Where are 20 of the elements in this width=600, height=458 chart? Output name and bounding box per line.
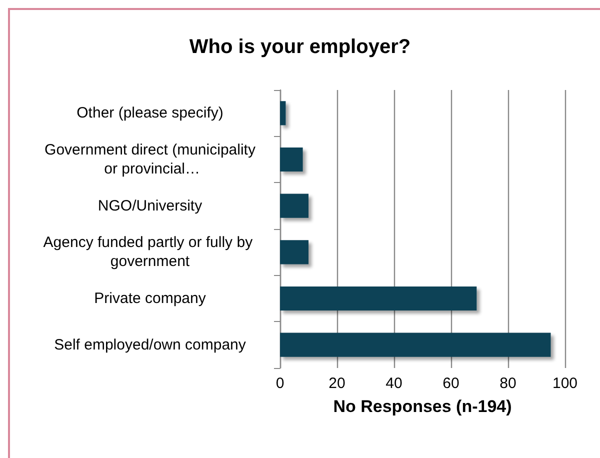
- y-tick-label: NGO/University: [98, 197, 203, 214]
- x-tick-label: 0: [276, 375, 284, 392]
- bar: [280, 332, 551, 357]
- y-tick-label: Government direct (municipality or provincial…: [44, 142, 256, 178]
- y-tick-label: Other (please specify): [76, 104, 224, 122]
- x-tick-label: 100: [552, 375, 578, 392]
- y-tick-label: Self employed/own company: [54, 336, 246, 354]
- x-tick-label: 80: [500, 375, 516, 392]
- y-tick-label: Agency funded partly or fully by government: [43, 234, 257, 270]
- y-tick-label: Private company: [94, 290, 206, 307]
- bar: [280, 147, 303, 172]
- chart-title: Who is your employer?: [189, 36, 411, 58]
- x-axis-title: No Responses (n-194): [333, 397, 512, 416]
- x-tick-label: 60: [442, 375, 460, 392]
- x-tick-label: 40: [386, 375, 402, 392]
- x-tick-label: 20: [328, 375, 346, 392]
- bar: [280, 194, 308, 218]
- bar: [280, 286, 477, 311]
- bar: [280, 101, 286, 126]
- bar: [280, 240, 308, 264]
